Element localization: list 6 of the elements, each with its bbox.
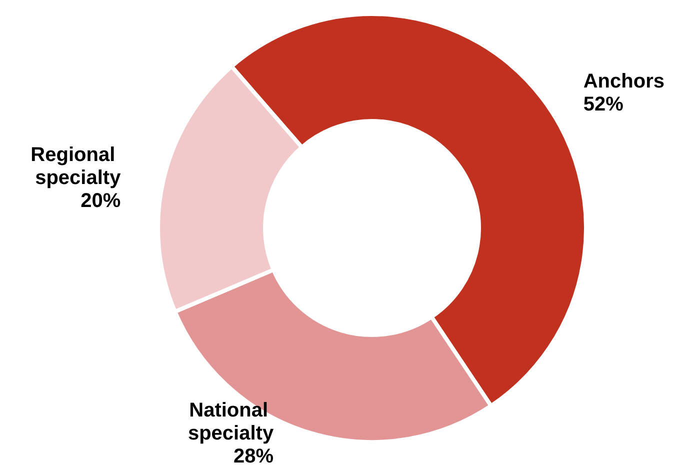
slice-label: Regional specialty [30,144,122,190]
slice-label: National specialty [188,400,274,444]
data-label: 20% [80,190,121,212]
slice-label: Anchors [583,70,664,93]
data-label: 28% [234,446,274,468]
data-label: 52% [583,94,624,116]
